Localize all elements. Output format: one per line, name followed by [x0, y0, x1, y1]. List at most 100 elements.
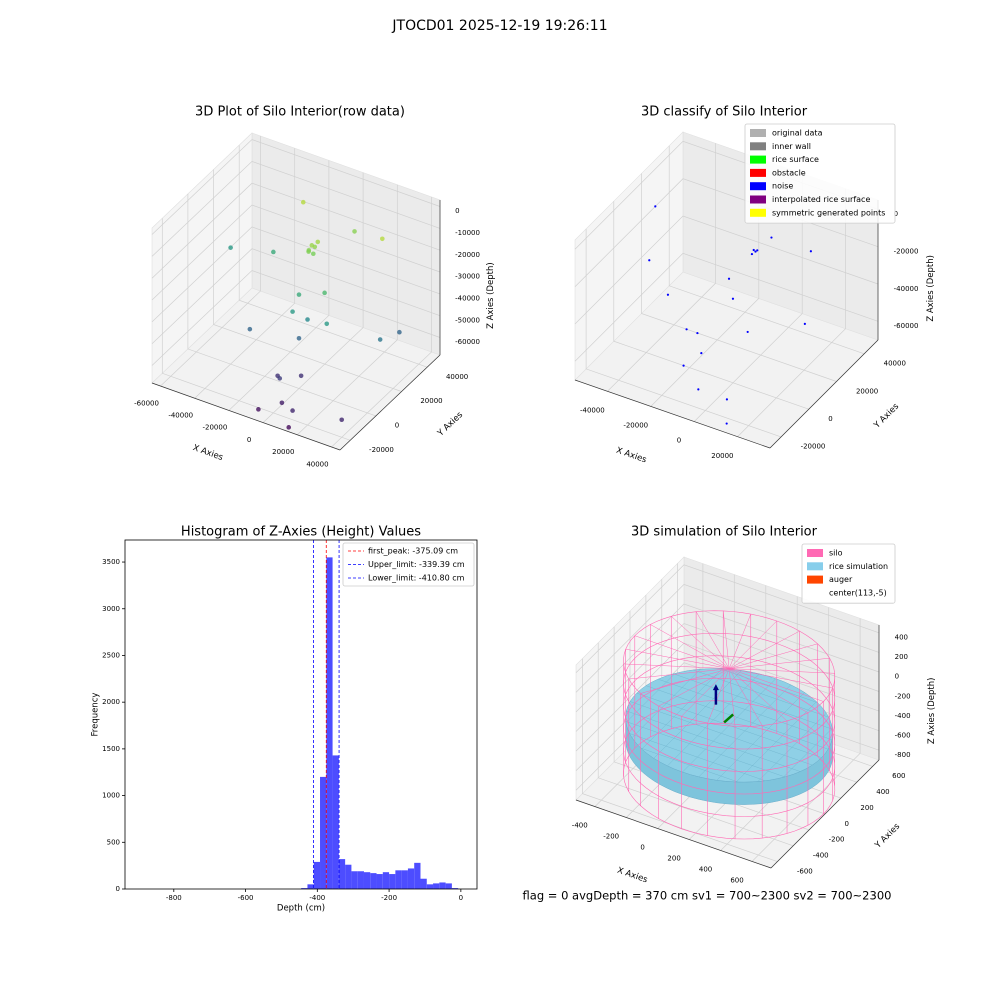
legend-label: noise [772, 182, 793, 191]
histogram-bar [382, 872, 390, 889]
data-point [322, 290, 327, 296]
x-tick-label: -40000 [580, 406, 605, 414]
histogram-bar [326, 557, 333, 889]
x-tick-label: -200 [381, 894, 397, 902]
histogram-bar [401, 870, 408, 889]
legend-box [342, 542, 475, 587]
pane-left [151, 132, 253, 384]
histogram-bar [395, 870, 402, 889]
histogram-bar [332, 755, 339, 889]
rice-mesh [716, 692, 805, 781]
x-tick-label: 40000 [306, 460, 328, 468]
x-tick-label: -60000 [134, 399, 159, 407]
grid-line [160, 136, 261, 387]
histogram-bar [313, 861, 321, 889]
histogram-bar [407, 868, 415, 889]
grid-line [575, 583, 880, 693]
z-tick-label: -60000 [455, 338, 480, 346]
x-tick-label: -40000 [168, 412, 193, 420]
silo-roof [729, 668, 824, 702]
legend-box [744, 123, 896, 224]
grid-line [151, 139, 441, 235]
z-tick-label: -400 [895, 712, 911, 720]
legend-label: center(113,-5) [829, 588, 887, 597]
silo-roof [628, 668, 730, 680]
axis-line [769, 339, 879, 449]
legend-label: rice surface [772, 155, 819, 164]
status-footer: flag = 0 avgDepth = 370 cm sv1 = 700~230… [523, 889, 892, 903]
grid-line [297, 184, 398, 436]
x-tick-label: 20000 [711, 452, 733, 460]
silo-roof [728, 668, 788, 722]
silo-roof [729, 668, 809, 713]
data-point [696, 331, 699, 335]
rice-mesh [757, 712, 827, 782]
x-tick-label: -400 [572, 822, 588, 830]
y-tick-label: 0 [828, 415, 832, 423]
data-point [298, 373, 304, 379]
data-point [727, 277, 731, 280]
grid-line [575, 623, 880, 732]
data-point [746, 330, 749, 334]
data-point [290, 408, 295, 413]
grid-line [213, 169, 402, 392]
data-point [682, 364, 685, 367]
data-point [654, 205, 657, 208]
y-axis-label: Frequency [91, 693, 101, 737]
y-tick-label: 400 [876, 788, 889, 796]
z-tick-label: -40000 [894, 285, 919, 293]
data-point [648, 259, 651, 262]
legend-label: silo [829, 549, 843, 558]
silo-roof [634, 635, 730, 669]
legend-label: first_peak: -375.09 cm [368, 547, 458, 556]
data-point [228, 245, 233, 250]
histogram-bar [307, 884, 314, 889]
grid-line [262, 172, 364, 423]
y-tick-label: 1000 [102, 792, 120, 800]
y-axis-label: Y Axies [435, 410, 465, 440]
y-axis-label: Y Axies [872, 401, 902, 431]
y-tick-label: 500 [107, 838, 120, 846]
legend-swatch [750, 129, 766, 137]
grid-line [331, 197, 432, 448]
axis-line [151, 382, 341, 451]
x-axis-label: X Axies [615, 446, 648, 466]
histogram-bar [351, 871, 358, 889]
data-point [725, 422, 728, 425]
grid-line [151, 270, 441, 366]
silo-roof [650, 624, 730, 669]
silo-roof [623, 663, 730, 669]
y-tick-label: 1500 [102, 745, 120, 753]
y-tick-label: 0 [395, 422, 399, 430]
rice-mesh [673, 673, 833, 730]
data-point [339, 417, 345, 423]
data-point [306, 249, 311, 254]
legend-label: interpolated rice surface [772, 195, 870, 204]
y-tick-label: -20000 [801, 443, 826, 451]
silo-roof [625, 648, 730, 669]
rice-mesh [698, 684, 792, 777]
legend-label: rice simulation [829, 562, 888, 571]
data-point [286, 425, 292, 430]
silo-roof [671, 616, 730, 669]
silo-roof [728, 613, 751, 669]
z-tick-label: -10000 [455, 229, 480, 237]
z-tick-label: -200 [895, 692, 911, 700]
x-tick-label: 200 [667, 855, 680, 863]
plot-frame [124, 539, 478, 890]
legend-swatch [750, 195, 766, 204]
x-tick-label: -400 [309, 894, 325, 902]
legend-label: obstacle [772, 168, 806, 177]
legend-label: Lower_limit: -410.80 cm [368, 574, 465, 583]
histogram-bar [414, 862, 421, 889]
grid-line [574, 178, 879, 287]
histogram-bar [357, 871, 364, 889]
data-point [756, 249, 759, 252]
data-point [770, 236, 773, 239]
grid-line [574, 215, 879, 325]
legend-swatch [750, 168, 766, 177]
data-point [290, 309, 295, 314]
data-point [279, 400, 285, 406]
chart-title: 3D classify of Silo Interior [641, 105, 808, 120]
